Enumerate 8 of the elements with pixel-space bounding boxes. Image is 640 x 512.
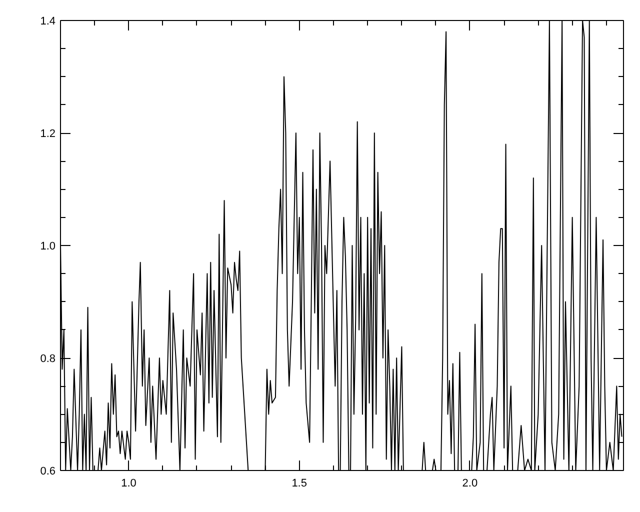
y-tick-label: 1.2 (40, 128, 56, 140)
y-tick-label: 1.0 (40, 240, 56, 252)
y-tick-label: 0.6 (40, 466, 56, 478)
x-tick-label: 2.0 (462, 478, 478, 490)
y-tick-label: 1.4 (40, 16, 56, 28)
y-tick-label: 0.8 (40, 353, 56, 365)
x-tick-label: 1.5 (292, 478, 307, 490)
x-tick-label: 1.0 (121, 478, 136, 490)
